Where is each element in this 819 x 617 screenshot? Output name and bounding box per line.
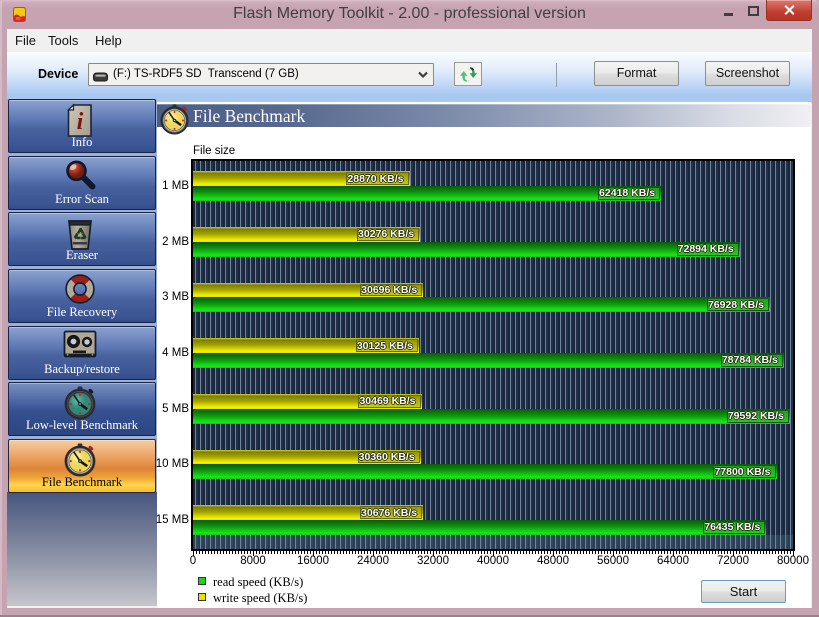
svg-text:i: i xyxy=(76,109,83,135)
